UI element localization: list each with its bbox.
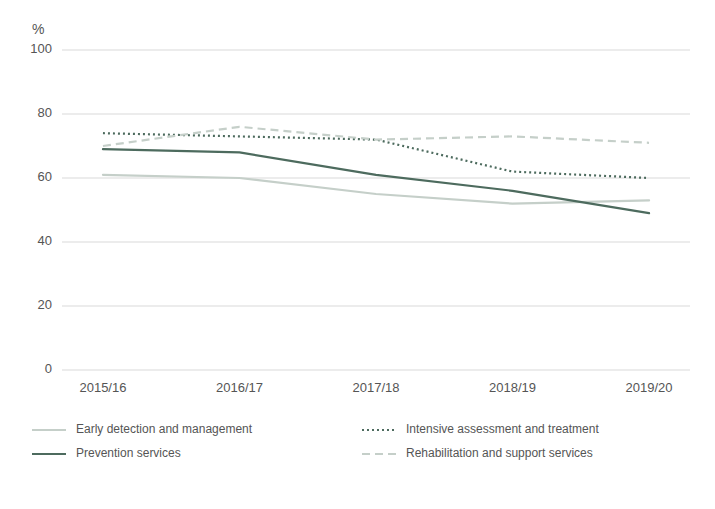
grid-line	[62, 178, 690, 179]
chart-container: 0 20 40 60 80 100% 2015/16 2016/17 2017/18 2018/1…	[0, 0, 715, 509]
series-line	[103, 127, 649, 146]
legend-swatch	[362, 429, 396, 431]
grid-line	[62, 306, 690, 307]
legend-swatch	[32, 453, 66, 455]
series-line	[103, 149, 649, 213]
x-axis: 2015/16 2016/17 2017/18 2018/19 2019/20	[79, 380, 672, 395]
page: {"chart_data": {"type": "line", "y_label…	[0, 0, 715, 509]
x-tick-label: 2017/18	[353, 380, 400, 395]
x-tick-label: 2019/20	[626, 380, 673, 395]
y-tick-label: 0	[45, 361, 52, 376]
legend: Early detection and management Intensive …	[32, 422, 599, 460]
y-axis: 0 20 40 60 80 100	[30, 41, 690, 376]
y-tick-label: 80	[38, 105, 52, 120]
legend-swatch	[362, 453, 396, 455]
grid-line	[62, 50, 690, 51]
series-lines	[103, 127, 649, 213]
x-tick-label: 2016/17	[216, 380, 263, 395]
grid-line	[62, 242, 690, 243]
x-tick-label: 2015/16	[79, 380, 126, 395]
chart-svg: 0 20 40 60 80 100% 2015/16 2016/17 2017/18 2018/1…	[0, 0, 715, 509]
y-tick-label: 60	[38, 169, 52, 184]
legend-label: Rehabilitation and support services	[406, 446, 593, 460]
y-tick-label: 100	[30, 41, 52, 56]
legend-label: Early detection and management	[76, 422, 253, 436]
legend-label: Intensive assessment and treatment	[406, 422, 599, 436]
y-tick-label: 20	[38, 297, 52, 312]
grid-line	[62, 114, 690, 115]
x-tick-label: 2018/19	[489, 380, 536, 395]
legend-label: Prevention services	[76, 446, 181, 460]
legend-swatch	[32, 429, 66, 431]
y-axis-label: %	[32, 21, 44, 37]
grid-line	[62, 370, 690, 371]
y-tick-label: 40	[38, 233, 52, 248]
